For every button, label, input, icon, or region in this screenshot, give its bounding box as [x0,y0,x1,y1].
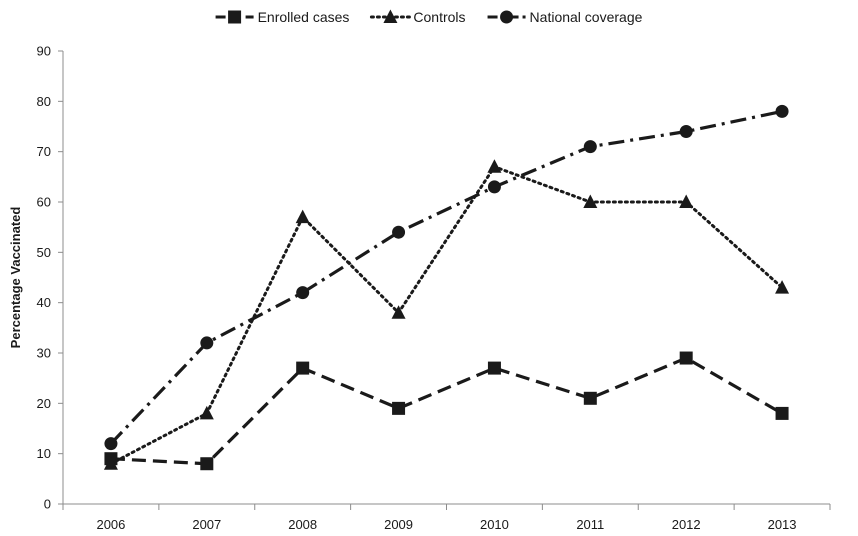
data-point [487,180,501,194]
data-point [200,457,214,471]
data-point [104,437,118,451]
data-point [775,406,789,420]
data-point [583,391,597,405]
legend-marker [228,10,242,24]
y-tick-label: 40 [37,295,51,310]
data-point [775,280,790,294]
series-controls [103,159,790,470]
data-point [199,405,214,420]
data-point [296,361,310,375]
legend-item: National coverage [487,9,643,25]
legend-marker [383,9,398,23]
data-point [487,361,501,375]
x-tick-label: 2013 [768,517,797,532]
x-tick-label: 2008 [288,517,317,532]
data-point [583,140,597,154]
data-point [583,194,598,208]
legend-item: Controls [369,9,466,25]
series-line [110,356,783,466]
legend-label: Controls [413,9,465,25]
legend-label: National coverage [530,9,643,25]
data-point [679,351,693,365]
x-tick-label: 2009 [384,517,413,532]
legend-marker [500,10,514,24]
legend-item: Enrolled cases [215,9,350,25]
y-tick-label: 80 [37,94,51,109]
x-tick-label: 2012 [672,517,701,532]
data-point [392,401,406,415]
data-point [103,456,118,470]
y-tick-label: 10 [37,446,51,461]
y-tick-label: 20 [37,396,51,411]
data-point [775,104,789,118]
chart-legend: Enrolled cases Controls National coverage [215,9,643,25]
data-point [296,286,310,300]
x-tick-label: 2006 [96,517,125,532]
data-point [487,159,502,173]
y-tick-label: 50 [37,245,51,260]
x-tick-label: 2010 [480,517,509,532]
x-tick-label: 2011 [576,517,604,532]
legend-label: Enrolled cases [258,9,350,25]
y-tick-label: 90 [37,44,51,59]
data-point [679,194,694,208]
data-point [392,225,406,239]
series-line [109,109,783,445]
chart-axes: 0 10 20 30 40 50 60 70 80 90 2006 2007 2008 2009 2010 2… [37,44,831,532]
y-axis-title: Percentage Vaccinated [8,207,23,349]
x-tick-label: 2007 [192,517,221,532]
data-point [391,305,406,319]
series-line [109,164,784,466]
y-tick-label: 30 [37,346,51,361]
data-point [200,336,214,350]
y-tick-label: 60 [37,195,51,210]
data-point [679,125,693,139]
y-tick-label: 0 [44,497,51,512]
y-tick-label: 70 [37,144,51,159]
data-point [295,209,310,224]
series-national-coverage [104,104,789,451]
chart-series [103,104,790,471]
